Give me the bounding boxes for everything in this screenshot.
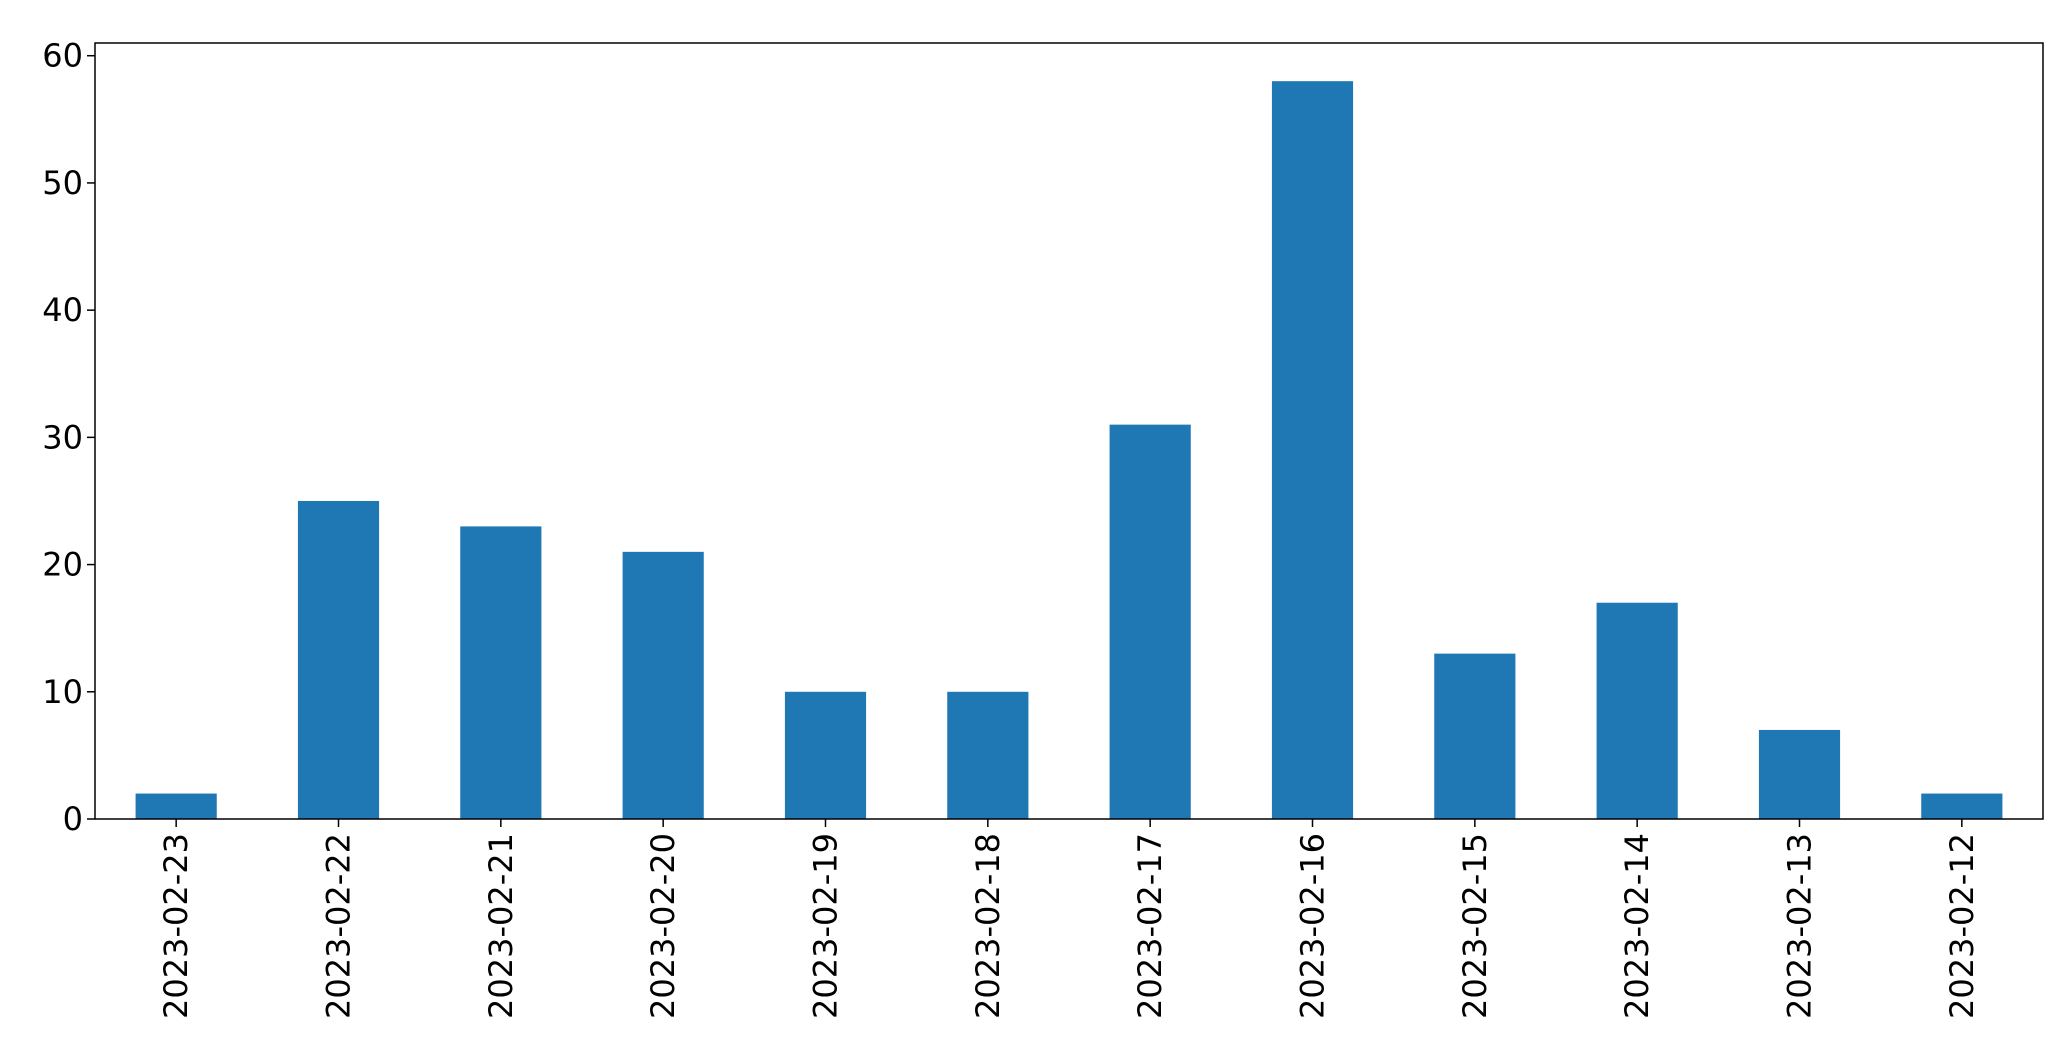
bar-2023-02-13 [1758,729,1841,819]
y-tick-label: 0 [63,800,83,838]
y-tick-label: 60 [42,37,83,75]
plot-frame [94,42,2044,820]
x-tick-label: 2023-02-20 [644,833,682,1019]
x-tick-label: 2023-02-22 [320,833,358,1019]
y-tick-label: 20 [42,546,83,584]
bar-2023-02-21 [460,526,542,819]
bar-2023-02-14 [1596,602,1678,819]
x-tick-label: 2023-02-19 [807,833,845,1019]
x-tick-label: 2023-02-16 [1294,833,1332,1019]
bar-2023-02-12 [1921,793,2003,819]
bar-2023-02-17 [1109,424,1191,819]
bar-2023-02-18 [947,691,1029,819]
x-tick-label: 2023-02-21 [482,833,520,1019]
x-tick-label: 2023-02-18 [969,833,1007,1019]
x-tick-label: 2023-02-17 [1131,833,1169,1019]
y-tick-label: 10 [42,673,83,711]
y-axis: 0 10 20 30 40 50 60 [42,37,95,838]
bar-2023-02-15 [1434,653,1516,819]
bar-2023-02-23 [135,793,217,819]
y-tick-label: 40 [42,291,83,329]
x-tick-label: 2023-02-23 [157,833,195,1019]
bar-2023-02-19 [784,691,867,819]
x-tick-label: 2023-02-13 [1781,833,1819,1019]
bars-group [135,81,2003,819]
x-tick-label: 2023-02-15 [1456,833,1494,1019]
x-tick-label: 2023-02-14 [1618,833,1656,1019]
x-tick-label: 2023-02-12 [1943,833,1981,1019]
bar-2023-02-20 [622,551,704,819]
x-axis: 2023-02-23 2023-02-22 2023-02-21 2023-02-20… [157,819,1981,1019]
y-tick-label: 30 [42,418,83,456]
y-tick-label: 50 [42,164,83,202]
bar-2023-02-22 [297,500,380,819]
bar-2023-02-16 [1271,81,1354,819]
